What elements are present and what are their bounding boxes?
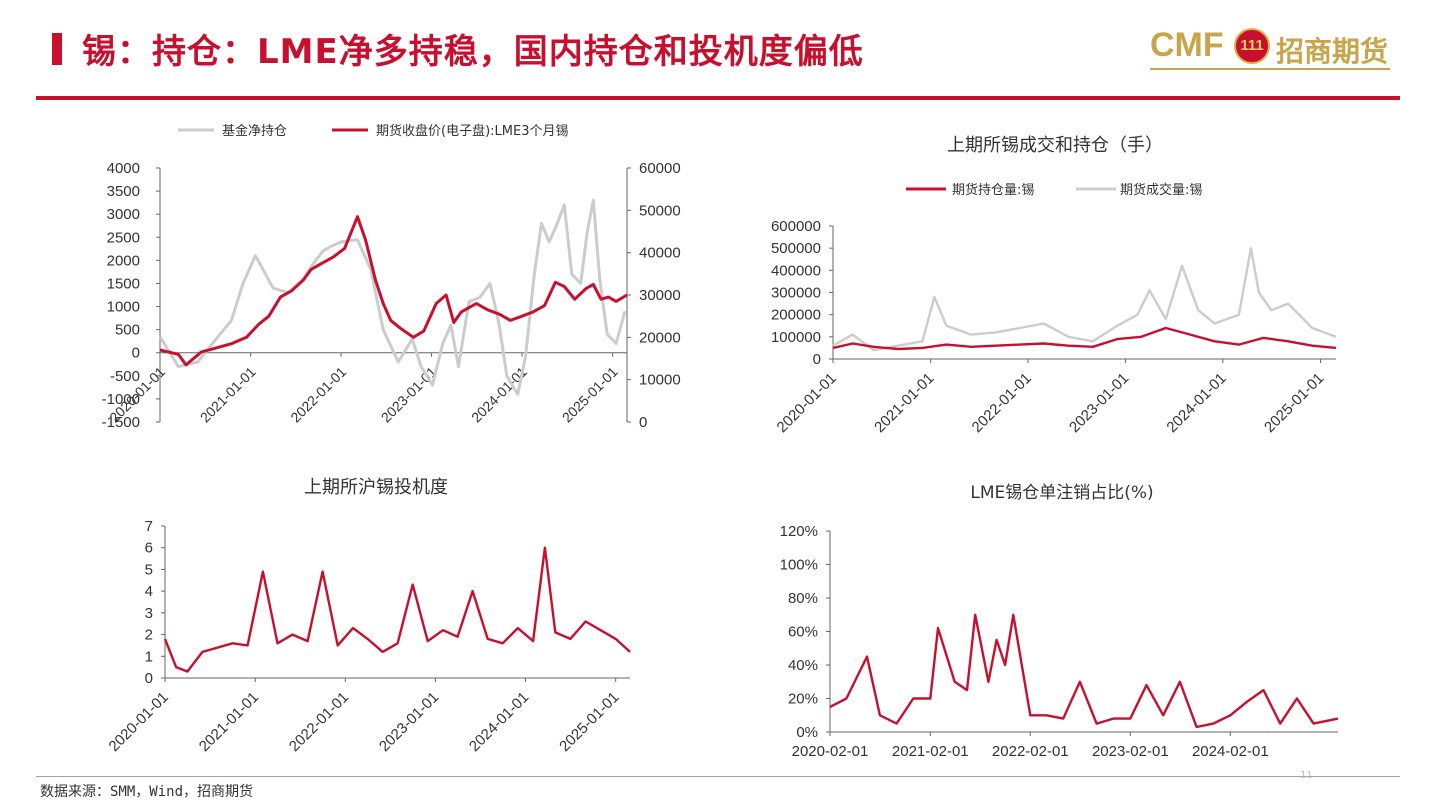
header-divider — [36, 96, 1400, 100]
title-accent-bar — [52, 33, 62, 65]
c1-y-left-tick-label: 0 — [132, 345, 140, 362]
c1-x-tick-label: 2025-01-01 — [559, 363, 621, 425]
series-line-c2-0 — [832, 326, 1337, 351]
logo-cmf-text: CMF — [1150, 26, 1224, 64]
c1-y-right-tick-label: 60000 — [639, 160, 681, 177]
c2-y-tick-label: 100000 — [771, 329, 821, 346]
c2-x-tick-label: 2022-01-01 — [969, 370, 1035, 436]
c1-x-tick-label: 2021-01-01 — [197, 363, 259, 425]
c4-y-tick-label: 60% — [788, 624, 818, 641]
c3-x-tick-label: 2021-01-01 — [196, 689, 262, 755]
c3-y-tick-label: 3 — [145, 605, 153, 622]
c1-y-left-tick-label: 2500 — [107, 229, 140, 246]
c1-y-right-tick-label: 30000 — [639, 287, 681, 304]
c4-y-tick-label: 120% — [780, 523, 818, 540]
series-line-c1-0 — [158, 198, 627, 396]
footer-divider — [36, 776, 1400, 777]
c1-x-tick-label: 2023-01-01 — [378, 363, 440, 425]
c4-y-tick-label: 0% — [796, 724, 818, 741]
c3-y-tick-label: 7 — [145, 518, 153, 535]
c2-y-tick-label: 600000 — [771, 218, 821, 235]
c1-y-right-tick-label: 0 — [639, 414, 647, 431]
c3-title: 上期所沪锡投机度 — [304, 477, 448, 498]
c3-y-tick-label: 4 — [145, 583, 153, 600]
c2-x-tick-label: 2020-01-01 — [774, 370, 840, 436]
c1-y-left-tick-label: 3500 — [107, 183, 140, 200]
series-line-c4-0 — [829, 613, 1339, 729]
c3-y-tick-label: 6 — [145, 540, 153, 557]
c4-y-tick-label: 80% — [788, 590, 818, 607]
c2-y-tick-label: 300000 — [771, 285, 821, 302]
c3-x-tick-label: 2024-01-01 — [466, 689, 532, 755]
c4-x-tick-label: 2020-02-01 — [792, 743, 869, 760]
series-line-c1-1 — [159, 215, 628, 367]
data-source-note: 数据来源：SMM，Wind，招商期货 — [40, 784, 254, 800]
c4-title: LME锡仓单注销占比(%) — [970, 483, 1153, 503]
series-line-c2-1 — [832, 247, 1337, 352]
c1-y-left-tick-label: -1500 — [102, 414, 140, 431]
c1-y-left-tick-label: -1000 — [102, 391, 140, 408]
c2-x-tick-label: 2025-01-01 — [1261, 370, 1327, 436]
c2-x-tick-label: 2024-01-01 — [1163, 370, 1229, 436]
c2-y-tick-label: 400000 — [771, 262, 821, 279]
c2-x-tick-label: 2021-01-01 — [871, 370, 937, 436]
logo-badge-icon: 111 — [1234, 28, 1270, 64]
c1-y-left-tick-label: 1500 — [107, 275, 140, 292]
logo-company-name: 招商期货 — [1276, 35, 1389, 68]
c1-y-right-tick-label: 20000 — [639, 329, 681, 346]
c1-legend-label-0: 基金净持仓 — [222, 123, 287, 139]
c1-y-right-tick-label: 10000 — [639, 372, 681, 389]
c3-y-tick-label: 5 — [145, 561, 153, 578]
c3-y-tick-label: 2 — [145, 627, 153, 644]
c1-y-right-tick-label: 40000 — [639, 245, 681, 262]
c1-y-left-tick-label: -500 — [110, 368, 140, 385]
c2-title: 上期所锡成交和持仓（手） — [947, 135, 1163, 156]
c4-x-tick-label: 2024-02-01 — [1192, 743, 1269, 760]
c3-x-tick-label: 2020-01-01 — [106, 689, 172, 755]
c2-y-tick-label: 200000 — [771, 307, 821, 324]
c3-x-tick-label: 2022-01-01 — [286, 689, 352, 755]
c1-y-left-tick-label: 3000 — [107, 206, 140, 223]
c1-y-left-tick-label: 4000 — [107, 160, 140, 177]
c3-x-tick-label: 2025-01-01 — [556, 689, 622, 755]
c4-y-tick-label: 20% — [788, 691, 818, 708]
c4-y-tick-label: 40% — [788, 657, 818, 674]
page-number: 11 — [1300, 770, 1313, 781]
series-line-c3-0 — [163, 546, 631, 673]
c3-y-tick-label: 1 — [145, 648, 153, 665]
c2-y-tick-label: 500000 — [771, 240, 821, 257]
c4-x-tick-label: 2021-02-01 — [892, 743, 969, 760]
c1-legend-label-1: 期货收盘价(电子盘):LME3个月锡 — [376, 123, 568, 139]
c4-y-tick-label: 100% — [780, 557, 818, 574]
c2-legend-label-1: 期货成交量:锡 — [1120, 182, 1202, 198]
c4-x-tick-label: 2023-02-01 — [1092, 743, 1169, 760]
logo-underline — [1150, 68, 1390, 70]
c2-y-tick-label: 0 — [813, 351, 821, 368]
c1-x-tick-label: 2022-01-01 — [287, 363, 349, 425]
c1-y-left-tick-label: 500 — [115, 322, 140, 339]
c2-x-tick-label: 2023-01-01 — [1066, 370, 1132, 436]
c1-y-right-tick-label: 50000 — [639, 202, 681, 219]
c1-y-left-tick-label: 2000 — [107, 252, 140, 269]
c3-x-tick-label: 2023-01-01 — [376, 689, 442, 755]
c2-legend-label-0: 期货持仓量:锡 — [952, 182, 1034, 198]
page-title: 锡：持仓：LME净多持稳，国内持仓和投机度偏低 — [82, 32, 864, 72]
c1-y-left-tick-label: 1000 — [107, 299, 140, 316]
c3-y-tick-label: 0 — [145, 670, 153, 687]
c4-x-tick-label: 2022-02-01 — [992, 743, 1069, 760]
